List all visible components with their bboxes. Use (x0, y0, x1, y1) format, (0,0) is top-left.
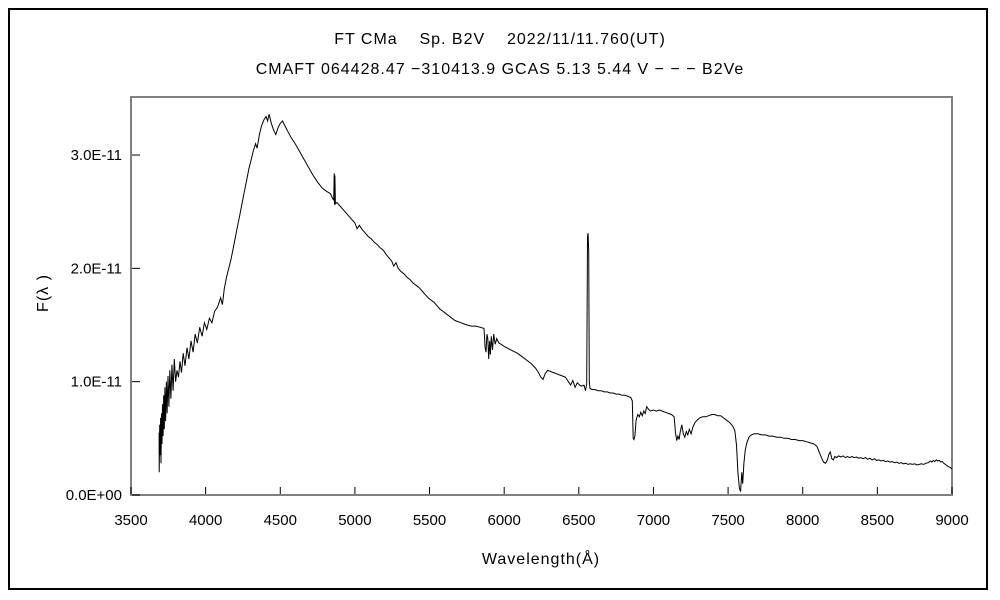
spectrum-line (158, 114, 953, 492)
x-axis-tick-label: 6500 (562, 512, 595, 529)
chart-title-line2: CMAFT 064428.47 −310413.9 GCAS 5.13 5.44… (255, 61, 745, 78)
x-axis-tick-label: 6000 (487, 512, 520, 529)
y-axis-tick-label: 3.0E-11 (71, 147, 122, 164)
x-axis-tick-label: 4000 (189, 512, 222, 529)
y-axis-tick-label: 2.0E-11 (71, 260, 122, 277)
x-axis-tick-label: 8500 (861, 512, 894, 529)
x-axis-tick-label: 4500 (264, 512, 297, 529)
y-axis-tick-label: 1.0E-11 (71, 374, 122, 391)
y-axis-tick-label: 0.0E+00 (66, 487, 122, 504)
x-axis-tick-label: 9000 (935, 512, 968, 529)
x-axis-tick-label: 5500 (413, 512, 446, 529)
x-axis-tick-label: 8000 (786, 512, 819, 529)
x-axis-title: Wavelength(Å) (481, 551, 601, 568)
chart-title-line1: FT CMa Sp. B2V 2022/11/11.760(UT) (334, 31, 666, 48)
x-axis-tick-label: 7000 (637, 512, 670, 529)
plot-frame (130, 96, 953, 496)
figure-border (8, 8, 988, 590)
x-axis-tick-label: 5000 (338, 512, 371, 529)
x-axis-tick-label: 7500 (711, 512, 744, 529)
x-axis-tick-label: 3500 (114, 512, 147, 529)
